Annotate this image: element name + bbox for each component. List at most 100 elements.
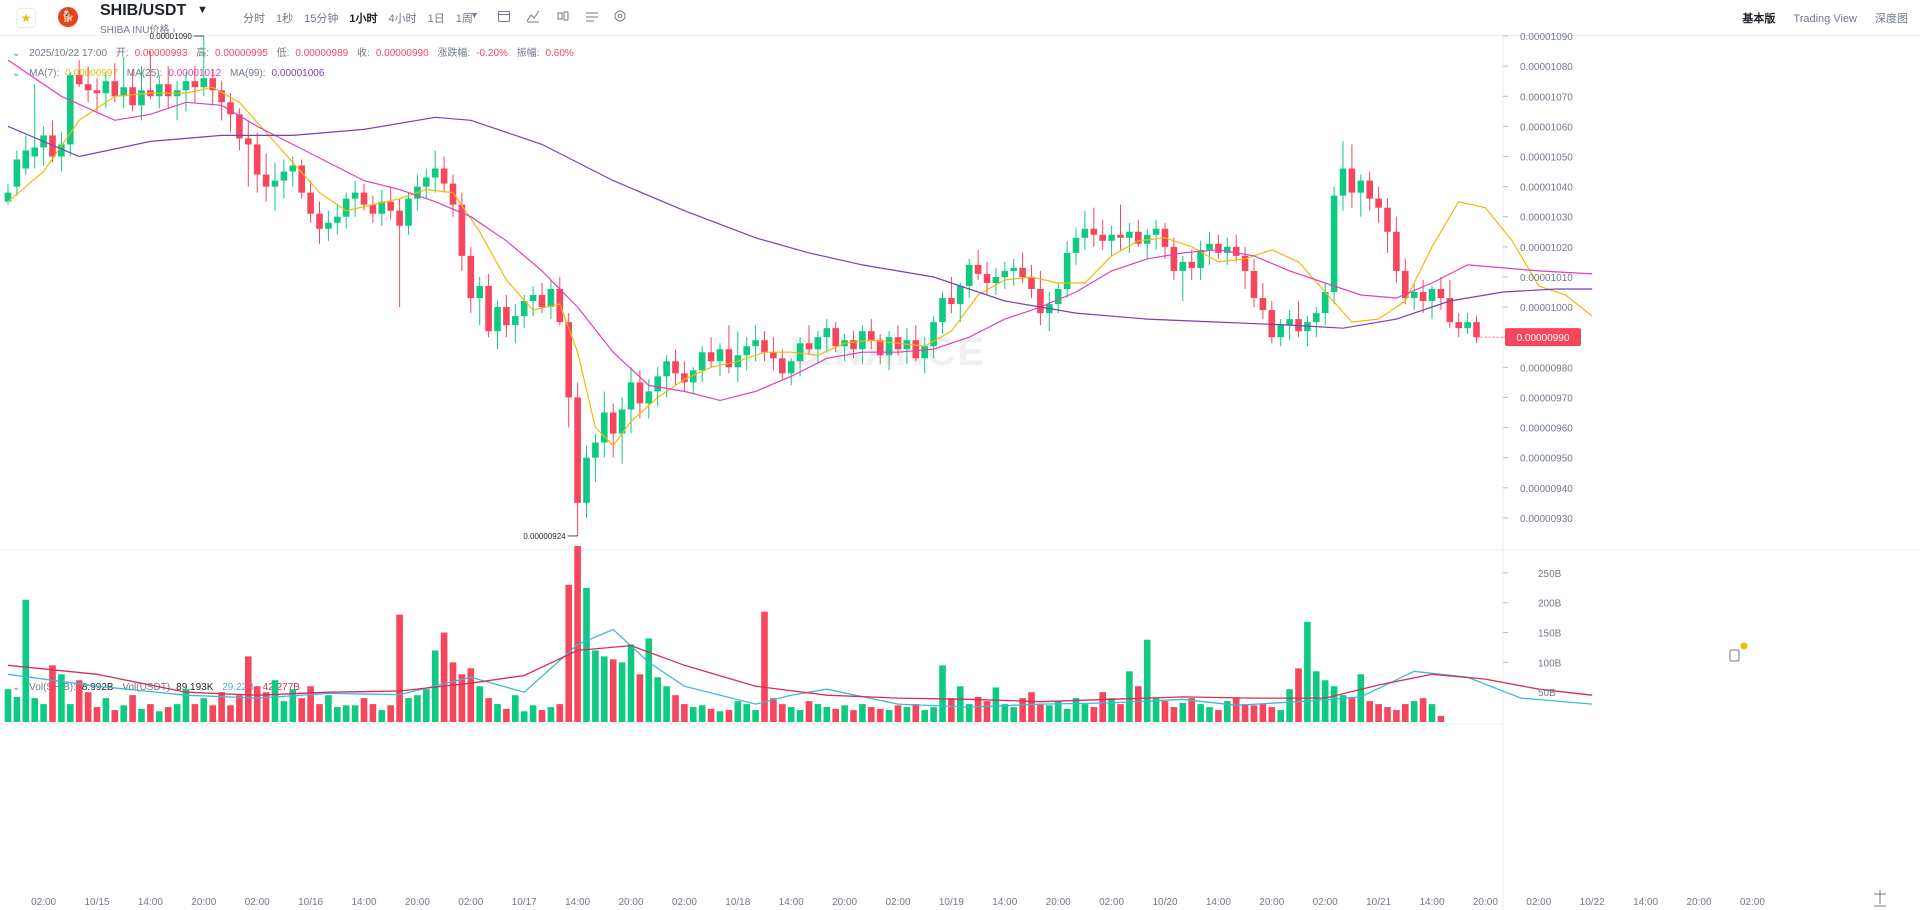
candle-body — [1259, 298, 1267, 311]
candle-body — [761, 340, 768, 353]
time-tick-label: 10/18 — [725, 897, 750, 908]
volume-bar — [1428, 704, 1436, 722]
candle-body — [512, 316, 519, 326]
candle-body — [307, 192, 314, 214]
volume-bar — [592, 650, 599, 722]
volume-bar — [974, 696, 982, 722]
candle-body — [1295, 319, 1302, 332]
interval-4[interactable]: 4小时 — [388, 13, 417, 25]
candle-body — [627, 382, 635, 410]
interval-2[interactable]: 15分钟 — [304, 13, 339, 25]
candle-body — [1464, 322, 1471, 329]
compare-icon[interactable] — [555, 9, 571, 26]
gear-icon[interactable] — [612, 9, 628, 26]
vol-usdt-label: Vol(USDT) — [122, 682, 171, 693]
collapse-chevron-icon[interactable]: ⌄ — [12, 68, 21, 79]
candle-body — [298, 165, 305, 193]
candle-body — [102, 81, 110, 94]
settings-list-icon[interactable] — [584, 9, 600, 26]
volume-bar — [378, 710, 386, 722]
volume-bar — [467, 668, 475, 722]
price-tick-label: 0.00000980 — [1520, 363, 1573, 374]
volume-bar — [1393, 710, 1400, 722]
change-value: -0.20% — [476, 48, 508, 59]
low-label: 低: — [276, 48, 290, 59]
candle-body — [1028, 276, 1035, 289]
favorite-star-icon[interactable]: ★ — [16, 8, 36, 28]
volume-bar — [707, 708, 715, 722]
candle-body — [939, 298, 946, 323]
volume-bar — [1419, 698, 1427, 722]
candle-body — [1339, 168, 1347, 196]
candle-body — [289, 165, 297, 172]
candle-body — [414, 186, 421, 199]
volume-bar — [948, 698, 955, 722]
volume-legend: ⌄ Vol(SHIB): 8.992B Vol(USDT) 89.193K 29.2… — [12, 682, 306, 693]
coin-subtitle-link[interactable]: SHIBA INU价格 › — [100, 25, 176, 36]
volume-bar — [156, 711, 163, 722]
volume-bar — [67, 704, 74, 722]
candle-body — [147, 90, 154, 97]
collapse-chevron-icon[interactable]: ⌄ — [12, 682, 21, 693]
candle-body — [431, 168, 439, 178]
candle-body — [1019, 267, 1026, 277]
volume-bar — [1197, 704, 1204, 722]
candle-body — [556, 289, 564, 323]
candle-body — [1268, 310, 1276, 338]
top-bar: ★ 🐕 SHIB/USDT ▼ SHIBA INU价格 › 分时 1秒 15分钟 1小… — [0, 0, 1920, 36]
volume-bar — [1072, 698, 1080, 722]
candle-body — [565, 322, 572, 398]
candle-body — [253, 144, 261, 175]
vol-shib-label: Vol(SHIB): — [29, 682, 76, 693]
volume-tick-label: 250B — [1538, 569, 1562, 580]
volume-bar — [360, 698, 368, 722]
candle-body — [520, 301, 528, 317]
volume-bar — [1375, 704, 1382, 722]
ma25-value: 0.00001012 — [168, 68, 222, 79]
volume-bar — [1099, 692, 1106, 722]
candle-body — [1108, 234, 1115, 241]
interval-1[interactable]: 1秒 — [276, 13, 294, 25]
collapse-chevron-icon[interactable]: ⌄ — [12, 48, 21, 59]
notification-dot — [1740, 642, 1748, 650]
candle-body — [280, 171, 288, 181]
time-tick-label: 10/22 — [1580, 897, 1605, 908]
time-tick-label: 14:00 — [351, 897, 376, 908]
volume-bar — [752, 710, 759, 722]
candle-body — [405, 198, 412, 226]
candle-body — [191, 81, 199, 88]
pair-title[interactable]: SHIB/USDT — [100, 2, 187, 19]
interval-6[interactable]: 1周 — [455, 13, 473, 25]
indicators-icon[interactable] — [525, 9, 541, 26]
interval-3[interactable]: 1小时 — [349, 13, 378, 25]
open-label: 开: — [115, 48, 129, 59]
volume-bar — [939, 665, 946, 722]
candle-body — [1330, 195, 1338, 293]
pair-dropdown-icon[interactable]: ▼ — [197, 4, 208, 16]
vol-shib-value: 8.992B — [81, 682, 114, 693]
volume-bar — [1188, 698, 1195, 722]
amplitude-value: 0.60% — [545, 48, 574, 59]
volume-bar — [1330, 686, 1338, 722]
more-intervals-icon[interactable]: ▼ — [470, 10, 479, 20]
volume-bar — [1206, 707, 1213, 722]
volume-bar — [1152, 698, 1160, 722]
calendar-icon[interactable] — [496, 9, 512, 26]
view-mode-2[interactable]: 深度图 — [1875, 13, 1908, 25]
price-tick-label: 0.00001030 — [1520, 213, 1573, 224]
volume-bar — [351, 705, 359, 722]
candle-body — [974, 264, 982, 274]
price-tick-label: 0.00001050 — [1520, 152, 1573, 163]
price-tick-label: 0.00001060 — [1520, 122, 1573, 133]
candle-body — [1410, 292, 1418, 299]
price-tick-label: 0.00000990 — [1520, 333, 1573, 344]
view-mode-1[interactable]: Trading View — [1793, 13, 1857, 25]
volume-bar — [1215, 710, 1222, 722]
view-mode-menu: 基本版 Trading View 深度图 — [1724, 10, 1908, 26]
interval-5[interactable]: 1日 — [427, 13, 445, 25]
candle-body — [58, 144, 65, 157]
volume-bar — [289, 689, 297, 722]
interval-0[interactable]: 分时 — [243, 13, 265, 25]
view-mode-0[interactable]: 基本版 — [1742, 13, 1776, 25]
